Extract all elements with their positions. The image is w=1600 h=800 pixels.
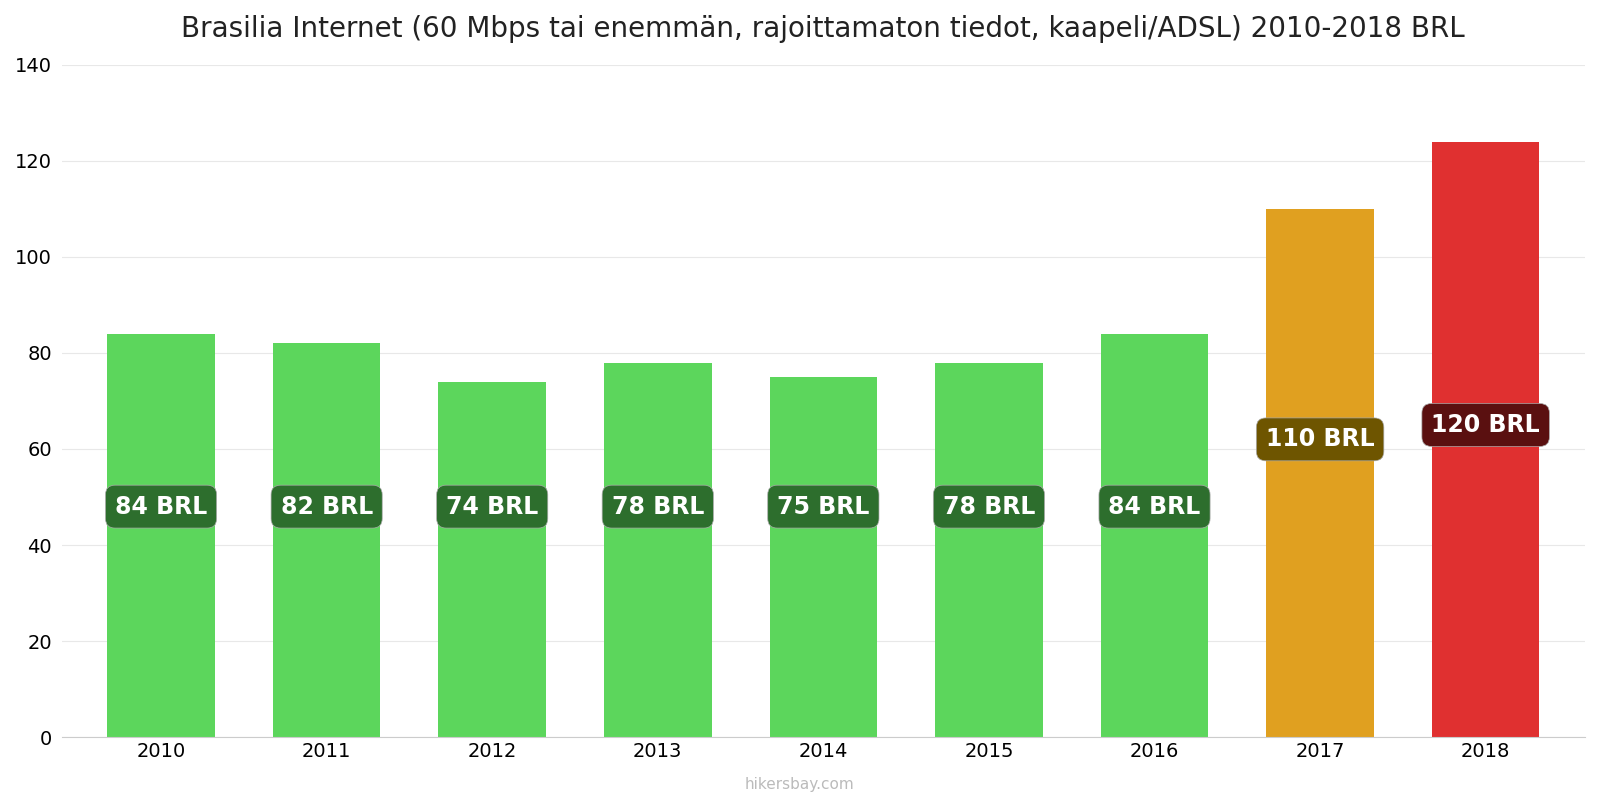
Bar — [1432, 142, 1539, 737]
Bar — [1266, 209, 1374, 737]
Text: 78 BRL: 78 BRL — [611, 494, 704, 518]
Bar — [603, 362, 712, 737]
Bar — [107, 334, 214, 737]
Bar — [1101, 334, 1208, 737]
Text: 120 BRL: 120 BRL — [1432, 413, 1539, 437]
Text: 78 BRL: 78 BRL — [942, 494, 1035, 518]
Bar — [274, 343, 381, 737]
Bar — [438, 382, 546, 737]
Text: 84 BRL: 84 BRL — [1109, 494, 1200, 518]
Title: Brasilia Internet (60 Mbps tai enemmän, rajoittamaton tiedot, kaapeli/ADSL) 2010: Brasilia Internet (60 Mbps tai enemmän, … — [181, 15, 1466, 43]
Text: hikersbay.com: hikersbay.com — [746, 777, 854, 792]
Bar — [934, 362, 1043, 737]
Text: 110 BRL: 110 BRL — [1266, 427, 1374, 451]
Text: 82 BRL: 82 BRL — [280, 494, 373, 518]
Text: 84 BRL: 84 BRL — [115, 494, 206, 518]
Text: 75 BRL: 75 BRL — [778, 494, 869, 518]
Bar — [770, 377, 877, 737]
Text: 74 BRL: 74 BRL — [446, 494, 538, 518]
